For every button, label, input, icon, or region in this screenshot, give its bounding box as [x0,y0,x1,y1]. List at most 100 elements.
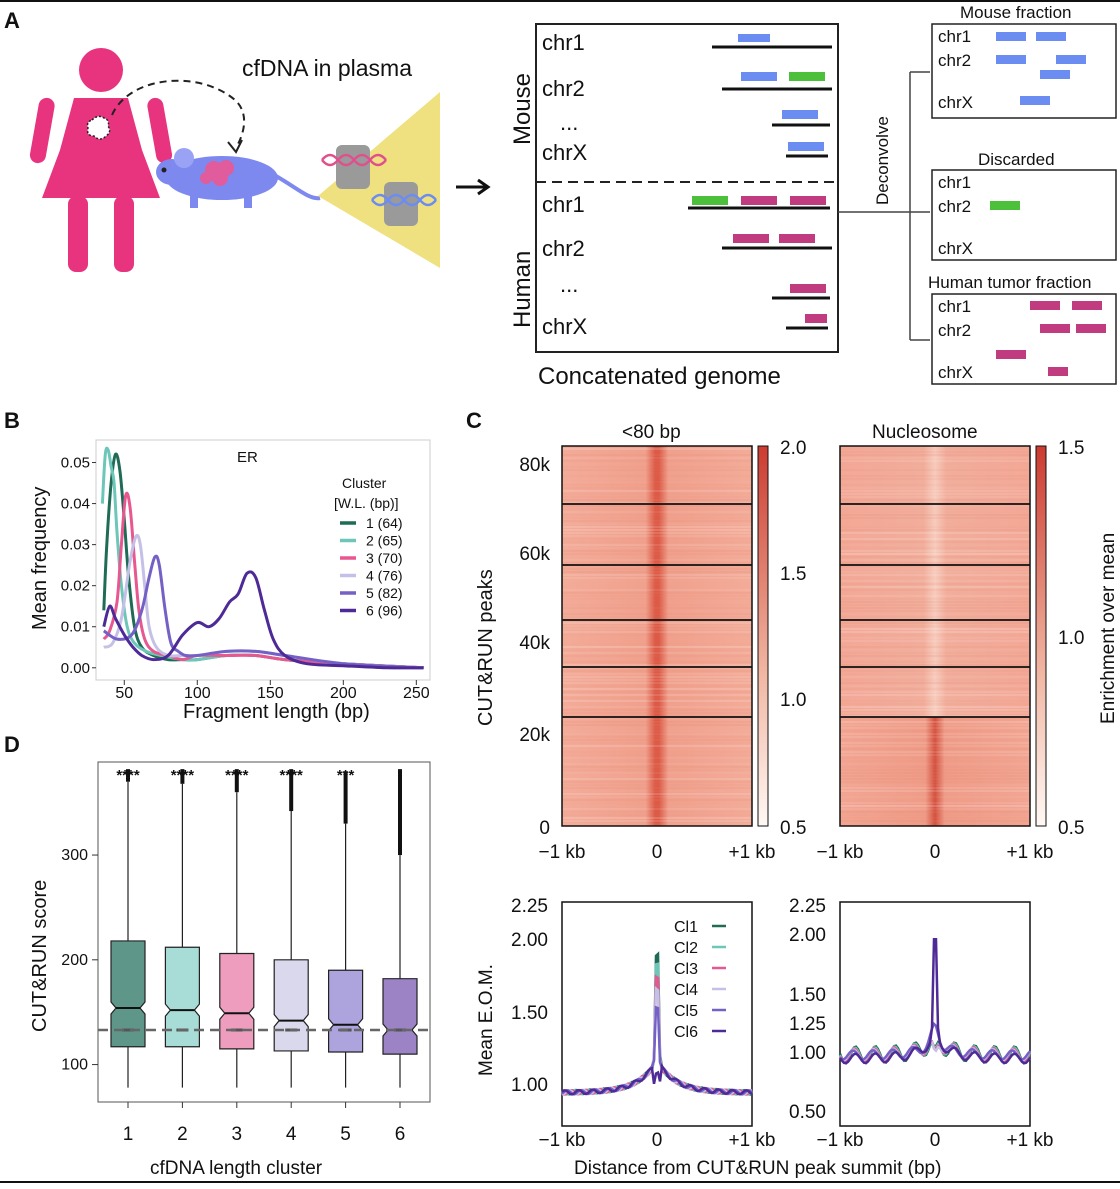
heatmap-streak [840,562,1030,564]
heatmap-streak [840,757,1030,759]
x-tick-label: 50 [115,685,133,702]
heatmap-streak [562,493,752,495]
heatmap-streak [840,451,1030,453]
outliers [343,771,348,824]
transfer-arrow [111,79,246,149]
svg-text:chrX: chrX [542,140,588,165]
heatmap-streak [840,796,1030,798]
heatmap-streak [840,559,1030,561]
svg-text:0: 0 [930,1130,941,1151]
heatmap-streak [562,748,752,750]
svg-text:2.00: 2.00 [511,930,548,951]
heatmap-right-title: Nucleosome [872,422,978,443]
svg-text:chr2: chr2 [938,51,971,70]
svg-text:chr1: chr1 [938,297,971,316]
heatmap-streak [562,787,752,789]
heatmap-streak [840,712,1030,714]
heatmap-streak [840,670,1030,672]
svg-text:1.5: 1.5 [780,564,806,585]
heatmap-streak [562,712,752,714]
heatmap-streak [840,448,1030,450]
heatmap-streak [562,544,752,546]
heatmap-streak [840,574,1030,576]
heatmap-streak [562,799,752,801]
heatmap-streak [562,730,752,732]
heatmap-streak [562,526,752,528]
heatmap-streak [562,622,752,624]
profile-ylabel: Mean E.O.M. [476,964,497,1076]
legend-label-6: 6 (96) [366,603,403,619]
svg-text:chr1: chr1 [938,173,971,192]
heatmap-streak [562,763,752,765]
svg-text:60k: 60k [519,544,550,565]
heatmap-streak [840,763,1030,765]
heatmap-streak [562,505,752,507]
svg-text:chr1: chr1 [542,192,585,217]
outliers [126,769,130,782]
heatmap-streak [840,748,1030,750]
heatmap-streak [562,553,752,555]
heatmap-streak [840,778,1030,780]
heatmap-streak [562,460,752,462]
heatmap-streak [562,679,752,681]
svg-text:0.5: 0.5 [780,818,806,839]
heatmap-streak [562,481,752,483]
heatmap-streak [840,550,1030,552]
heatmap-streak [562,754,752,756]
outliers [289,769,294,812]
heatmap-streak [562,655,752,657]
heatmap-streak [840,769,1030,771]
heatmap-streak [840,754,1030,756]
heatmap-streak [562,667,752,669]
heatmap-streak [840,745,1030,747]
heatmap-streak [562,568,752,570]
heatmap-streak [840,691,1030,693]
svg-text:−1 kb: −1 kb [538,1130,585,1151]
heatmap-streak [562,577,752,579]
heatmap-streak [562,625,752,627]
heatmap-streak [562,766,752,768]
profile-right-line-Cl6 [838,938,1032,1065]
mouse-fraction-title: Mouse fraction [960,3,1072,22]
profile-line-Cl4 [561,985,753,1096]
heatmap-streak [562,658,752,660]
y-tick-label: 300 [61,847,88,864]
svg-text:chr2: chr2 [938,197,971,216]
y-tick-label: 0.05 [61,455,90,472]
heatmap-streak [840,535,1030,537]
heatmap-streak [840,814,1030,816]
heatmap-streak [840,661,1030,663]
heatmap-streak [840,793,1030,795]
profile-legend-Cl6: Cl6 [674,1024,698,1041]
heatmap-streak [562,652,752,654]
heatmap-streak [562,499,752,501]
series-line-3 [102,491,424,670]
x-tick-label: 4 [286,1124,297,1145]
heatmap-streak [840,682,1030,684]
svg-text:0: 0 [930,842,941,863]
heatmap-streak [562,817,752,819]
heatmap-streak [840,460,1030,462]
heatmap-streak [562,466,752,468]
legend-label-3: 3 (70) [366,550,403,566]
significance-stars: **** [171,767,195,784]
svg-text:40k: 40k [519,633,550,654]
heatmap-streak [840,751,1030,753]
profile-legend-Cl3: Cl3 [674,961,698,978]
heatmap-streak [562,613,752,615]
heatmap-streak [562,514,752,516]
heatmap-streak [840,790,1030,792]
heatmap-streak [840,718,1030,720]
svg-text:1.00: 1.00 [511,1075,548,1096]
heatmap-streak [562,688,752,690]
heatmap-streak [562,559,752,561]
significance-stars: **** [116,767,140,784]
heatmap-streak [840,613,1030,615]
svg-text:1.50: 1.50 [511,1003,548,1024]
heatmap-streak [840,628,1030,630]
box-1 [110,940,146,1048]
discarded-box [931,169,1117,261]
x-tick-label: 150 [257,685,284,702]
svg-text:20k: 20k [519,725,550,746]
heatmap-streak [562,682,752,684]
